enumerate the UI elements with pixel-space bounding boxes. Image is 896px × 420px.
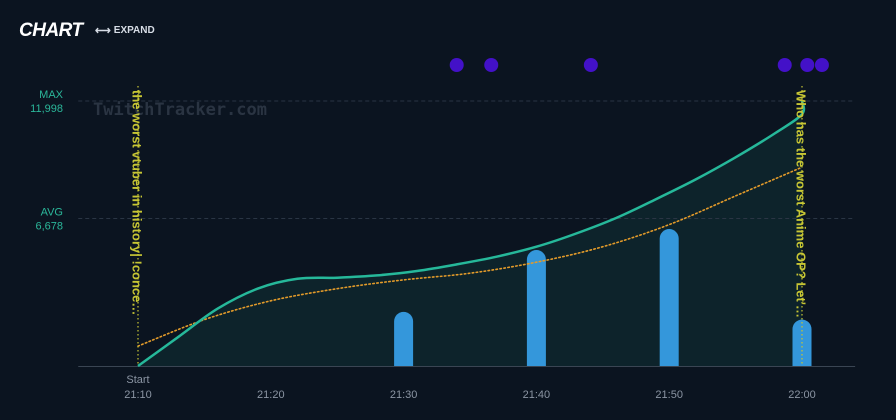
chart-title: CHART [19,20,83,41]
expand-button[interactable]: ⟷ EXPAND [95,25,155,36]
event-dot [583,58,598,72]
viewers-area [138,101,804,366]
x-tick-label: 21:30 [390,389,418,401]
event-dot [777,58,792,72]
max-label: MAX [39,89,64,101]
watermark: TwitchTracker.com [93,100,267,120]
x-tick-sublabel: Start [126,374,149,386]
x-tick-label: 21:10 [124,389,152,401]
x-tick-label: 22:00 [788,389,816,401]
viewers-line [137,100,806,368]
event-dot [449,58,464,72]
event-dot [814,58,829,72]
avg-label: AVG [41,207,63,219]
chart-bar [394,311,414,366]
chart-bar [659,229,679,366]
x-tick-label: 21:20 [257,389,285,401]
event-dot [484,58,499,72]
event-dot [800,58,815,72]
annotation-title: Who has the worst Anime OP? Let'… [793,90,808,318]
expand-label: EXPAND [113,25,155,36]
avg-value: 6,678 [35,221,63,233]
chart-bar [526,250,546,366]
horizontal-arrows-icon: ⟷ [95,24,111,37]
x-tick-label: 21:40 [523,389,551,401]
max-value: 11,998 [30,103,63,115]
average-line [137,166,803,347]
annotation-title: the worst vtuber in history| !conce… [129,90,144,315]
x-tick-label: 21:50 [655,389,683,401]
